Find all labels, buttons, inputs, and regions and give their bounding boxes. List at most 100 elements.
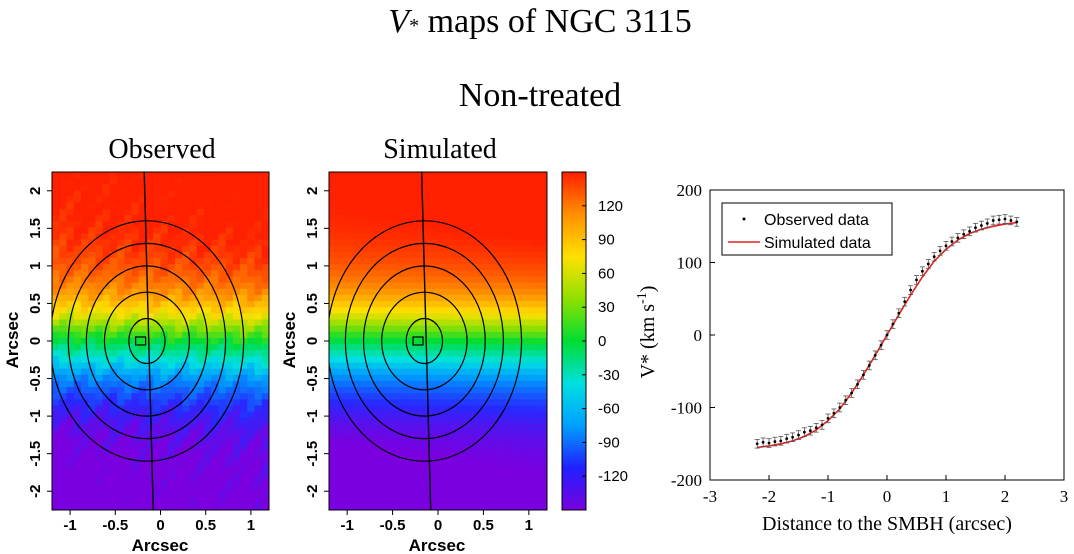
heatmap-cell: [496, 282, 504, 290]
heatmap-cell: [211, 337, 219, 345]
heatmap-cell: [73, 239, 82, 247]
heatmap-cell: [218, 448, 227, 456]
heatmap-cell: [203, 448, 212, 456]
heatmap-cell: [539, 264, 547, 271]
heatmap-cell: [109, 196, 118, 204]
heatmap-cell: [372, 454, 381, 462]
heatmap-cell: [365, 288, 374, 296]
observed-data-point: [914, 275, 919, 285]
heatmap-cell: [240, 178, 248, 185]
heatmap-cell: [160, 368, 169, 376]
heatmap-cell: [261, 362, 269, 370]
heatmap-cell: [379, 233, 388, 241]
heatmap-cell: [102, 196, 111, 204]
heatmap-cell: [445, 411, 454, 419]
heatmap-cell: [365, 178, 374, 185]
heatmap-cell: [80, 350, 89, 357]
y-tick-label: 2: [304, 187, 321, 195]
heatmap-cell: [379, 239, 388, 247]
heatmap-cell: [408, 405, 417, 413]
heatmap-cell: [80, 172, 89, 179]
heatmap-cell: [525, 319, 534, 327]
heatmap-cell: [394, 485, 403, 493]
heatmap-cell: [146, 417, 154, 425]
heatmap-cell: [254, 479, 263, 487]
heatmap-cell: [52, 172, 60, 179]
heatmap-cell: [329, 313, 337, 321]
heatmap-cell: [401, 473, 410, 480]
heatmap-cell: [459, 399, 468, 407]
heatmap-cell: [146, 196, 154, 204]
heatmap-cell: [430, 442, 439, 450]
heatmap-cell: [496, 227, 504, 235]
heatmap-cell: [59, 258, 68, 265]
heatmap-cell: [167, 423, 176, 431]
heatmap-cell: [73, 423, 82, 431]
heatmap-cell: [138, 405, 147, 413]
heatmap-cell: [474, 196, 483, 204]
heatmap-cell: [124, 331, 133, 339]
heatmap-cell: [372, 430, 381, 437]
heatmap-cell: [146, 479, 154, 487]
heatmap-cell: [160, 423, 169, 431]
heatmap-cell: [408, 350, 417, 357]
heatmap-cell: [95, 196, 104, 204]
heatmap-cell: [196, 350, 205, 357]
heatmap-cell: [496, 337, 504, 345]
heatmap-cell: [408, 221, 417, 228]
heatmap-cell: [539, 368, 547, 376]
heatmap-cell: [387, 172, 395, 179]
heatmap-cell: [496, 245, 504, 253]
heatmap-cell: [343, 430, 352, 437]
heatmap-cell: [517, 202, 526, 210]
heatmap-cell: [153, 460, 162, 468]
heatmap-cell: [401, 276, 410, 284]
heatmap-cell: [503, 331, 512, 339]
heatmap-cell: [196, 497, 205, 505]
heatmap-cell: [416, 251, 425, 259]
heatmap-cell: [73, 208, 82, 216]
heatmap-cell: [343, 356, 352, 364]
heatmap-cell: [467, 393, 475, 400]
heatmap-cell: [496, 380, 504, 388]
heatmap-cell: [387, 184, 395, 192]
heatmap-cell: [131, 227, 140, 235]
heatmap-cell: [203, 208, 212, 216]
heatmap-cell: [218, 208, 227, 216]
heatmap-cell: [438, 405, 446, 413]
heatmap-cell: [532, 313, 541, 321]
heatmap-cell: [167, 251, 176, 259]
heatmap-cell: [102, 184, 111, 192]
heatmap-cell: [343, 368, 352, 376]
heatmap-cell: [430, 454, 439, 462]
heatmap-cell: [117, 411, 125, 419]
heatmap-cell: [247, 344, 256, 351]
heatmap-cell: [445, 473, 454, 480]
heatmap-cell: [452, 325, 461, 333]
x-tick-label: 0: [883, 487, 892, 506]
heatmap-cell: [408, 208, 417, 216]
heatmap-cell: [66, 417, 75, 425]
heatmap-cell: [496, 325, 504, 333]
heatmap-cell: [467, 460, 475, 468]
heatmap-cell: [95, 258, 104, 265]
heatmap-cell: [153, 331, 162, 339]
heatmap-cell: [343, 227, 352, 235]
heatmap-cell: [459, 374, 468, 382]
heatmap-cell: [430, 491, 439, 499]
heatmap-cell: [211, 399, 219, 407]
heatmap-cell: [261, 208, 269, 216]
heatmap-cell: [109, 245, 118, 253]
heatmap-cell: [167, 215, 176, 222]
heatmap-cell: [261, 393, 269, 400]
heatmap-cell: [387, 337, 395, 345]
heatmap-cell: [153, 497, 162, 505]
heatmap-cell: [474, 202, 483, 210]
heatmap-cell: [510, 387, 519, 394]
heatmap-cell: [416, 442, 425, 450]
heatmap-cell: [167, 479, 176, 487]
heatmap-cell: [131, 270, 140, 278]
heatmap-cell: [52, 282, 60, 290]
heatmap-cell: [240, 221, 248, 228]
heatmap-cell: [182, 485, 191, 493]
